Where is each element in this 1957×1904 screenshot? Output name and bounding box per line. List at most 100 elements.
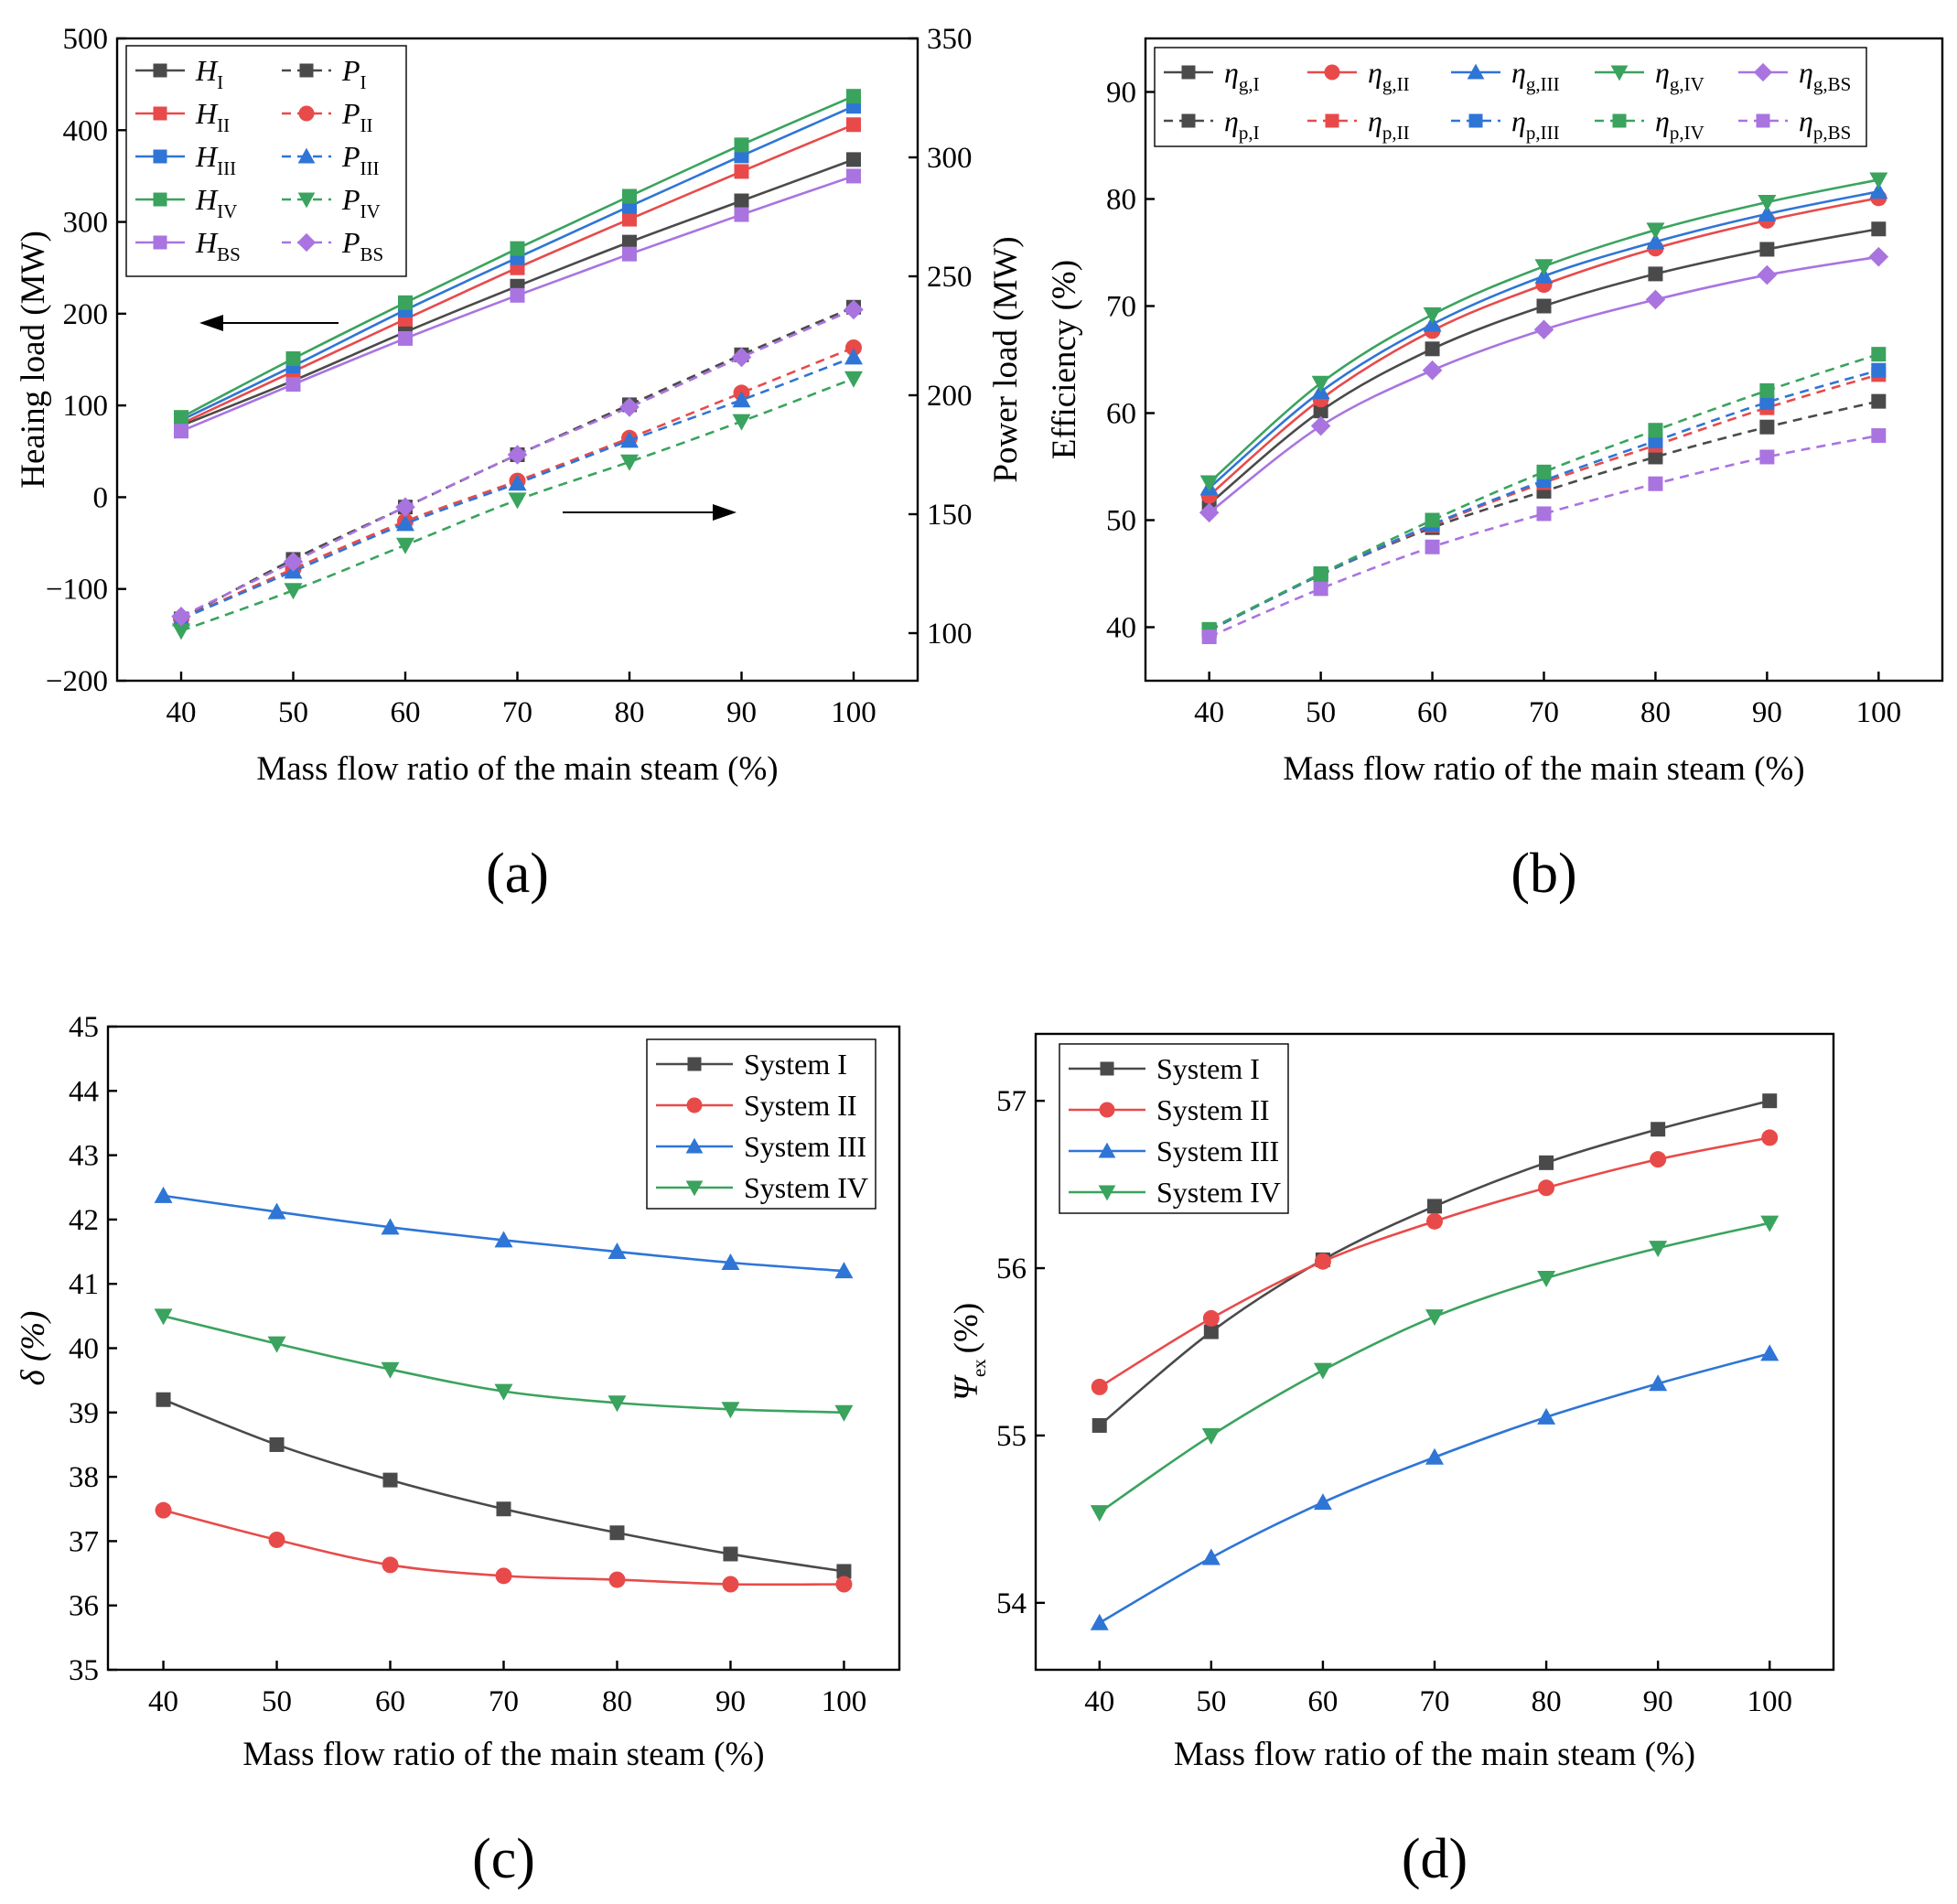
y-tick-label: 38: [69, 1461, 99, 1494]
data-point-epIII: [1871, 362, 1887, 378]
data-point-cIII: [608, 1242, 627, 1260]
legend-entry-HBS: HBS: [135, 226, 241, 265]
legend-label: ηp,BS: [1799, 104, 1851, 144]
legend-swatch-marker: [298, 105, 315, 122]
x-tick-label: 50: [1306, 696, 1336, 729]
data-point-egBS: [1868, 246, 1889, 267]
data-point-cIII: [834, 1262, 854, 1279]
legend-swatch-marker: [296, 232, 317, 253]
data-point-HIII: [734, 148, 749, 164]
data-point-epIV: [1759, 382, 1775, 398]
x-tick-label: 40: [167, 696, 197, 729]
y-tick-label: 200: [63, 298, 109, 331]
panel-label: (d): [1402, 1828, 1468, 1890]
legend-swatch-marker: [153, 106, 167, 121]
legend-label-sub: III: [217, 157, 236, 179]
data-point-epBS: [1871, 428, 1887, 444]
legend-entry-cIII: System III: [656, 1130, 866, 1163]
legend-label-sub: p,III: [1526, 122, 1560, 144]
data-point-dII: [1091, 1378, 1108, 1395]
legend-label-main: η: [1655, 56, 1670, 89]
legend-entry-cI: System I: [656, 1048, 847, 1081]
legend-entry-epIV: ηp,IV: [1595, 104, 1704, 144]
legend-entry-egII: ηg,II: [1307, 56, 1410, 95]
data-point-egI: [1759, 242, 1775, 257]
arrow-heating-axis: [199, 315, 339, 331]
y-tick-label: 54: [996, 1587, 1027, 1620]
y-tick-label: 400: [63, 114, 109, 147]
data-point-epBS: [1536, 506, 1552, 522]
data-point-cI: [382, 1472, 398, 1488]
x-tick-label: 80: [615, 696, 645, 729]
legend-label-sub: p,I: [1239, 122, 1260, 144]
legend-label: System I: [1156, 1052, 1260, 1085]
x-tick-label: 60: [391, 696, 421, 729]
legend-label-sub: p,IV: [1670, 122, 1704, 144]
data-point-egI: [1536, 298, 1552, 314]
legend-entry-HII: HII: [135, 97, 230, 136]
series-line-egII: [1208, 197, 1879, 497]
data-point-cI: [269, 1436, 285, 1452]
x-tick-label: 60: [375, 1685, 405, 1718]
data-point-egIII: [1758, 204, 1777, 221]
y-tick-label: 60: [1106, 398, 1136, 431]
x-tick-label: 60: [1307, 1685, 1338, 1718]
legend-label-sub: IV: [360, 200, 381, 222]
data-point-dIV: [1201, 1427, 1220, 1445]
data-point-HBS: [398, 330, 413, 346]
legend-swatch-marker: [1610, 65, 1629, 81]
data-point-HI: [734, 193, 749, 209]
data-point-PBS: [507, 445, 528, 465]
y-tick-label: −200: [46, 665, 108, 698]
data-point-cI: [723, 1546, 738, 1562]
data-point-dIV: [1760, 1215, 1780, 1232]
data-point-cIII: [154, 1186, 173, 1203]
legend-label-main: P: [341, 183, 360, 216]
panel-label: (b): [1511, 843, 1576, 905]
y-tick-label: 40: [1106, 612, 1136, 645]
legend-entry-epBS: ηp,BS: [1738, 104, 1851, 144]
series-line-cI: [163, 1398, 844, 1573]
data-point-cII: [722, 1576, 739, 1593]
data-point-epI: [1871, 393, 1887, 409]
y-tick-label: 500: [63, 23, 109, 56]
y-tick-label: 37: [69, 1525, 99, 1558]
data-point-HIV: [622, 188, 637, 204]
x-tick-label: 70: [502, 696, 532, 729]
legend-entry-PIV: PIV: [282, 183, 381, 222]
legend-swatch-marker: [153, 192, 167, 207]
y-tick-label: 90: [1106, 77, 1136, 110]
legend-label-main: H: [195, 183, 219, 216]
legend-entry-epIII: ηp,III: [1451, 104, 1560, 144]
y-tick-label: 300: [63, 207, 109, 240]
legend: System I System II System III System IV: [646, 1038, 876, 1210]
legend-swatch-marker: [153, 235, 167, 250]
legend-swatch-marker: [1612, 113, 1627, 128]
legend-label-main: H: [195, 97, 219, 130]
data-point-dII: [1426, 1212, 1443, 1230]
legend-swatch-marker: [1098, 1142, 1116, 1158]
y2-tick-label: 300: [927, 142, 973, 175]
data-point-cIV: [834, 1404, 854, 1422]
data-point-dIII: [1425, 1447, 1444, 1465]
y-tick-label: 43: [69, 1140, 99, 1173]
arrow-left-head: [199, 315, 223, 331]
legend-label: HII: [195, 97, 230, 136]
legend-entry-PII: PII: [282, 97, 373, 136]
data-point-cII: [608, 1571, 626, 1588]
x-tick-label: 90: [726, 696, 757, 729]
panel-label: (c): [472, 1828, 535, 1890]
data-point-dIV: [1649, 1241, 1668, 1258]
data-point-HBS: [174, 424, 188, 439]
data-point-cI: [496, 1501, 511, 1517]
data-point-dI: [1091, 1417, 1107, 1433]
data-point-HBS: [510, 287, 525, 303]
data-point-cII: [382, 1556, 399, 1574]
panel-c: 40 50 60 70 80 90 100 35 36 37 38 39 40 41 42 43 44 45 Mas…: [15, 1011, 901, 1890]
data-point-PBS: [731, 347, 752, 368]
legend-label: ηg,III: [1511, 56, 1560, 95]
y-axis-label: Ψex (%): [948, 1303, 990, 1401]
legend-entry-PBS: PBS: [282, 226, 383, 265]
